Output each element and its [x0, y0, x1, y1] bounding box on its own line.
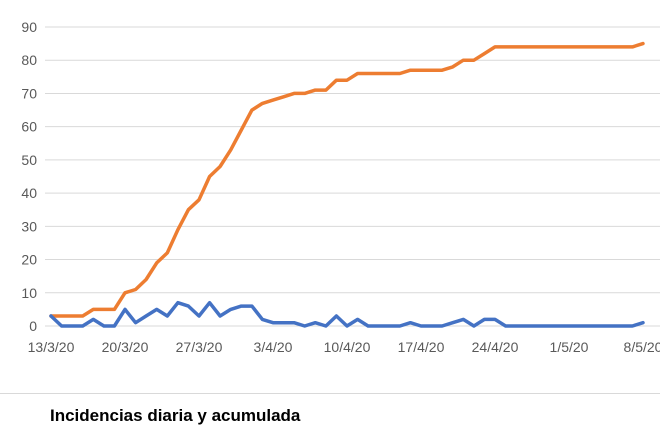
x-tick-label: 17/4/20 — [398, 339, 445, 355]
x-tick-label: 8/5/20 — [624, 339, 660, 355]
y-tick-label: 80 — [21, 52, 37, 68]
x-axis-ticks: 13/3/20 20/3/20 27/3/20 3/4/20 10/4/20 17/4/2… — [28, 339, 660, 355]
x-tick-label: 1/5/20 — [550, 339, 589, 355]
y-tick-label: 30 — [21, 218, 37, 234]
y-tick-label: 20 — [21, 252, 37, 268]
x-tick-label: 24/4/20 — [472, 339, 519, 355]
y-tick-label: 60 — [21, 119, 37, 135]
gridlines — [45, 26, 660, 327]
y-tick-label: 50 — [21, 152, 37, 168]
y-tick-label: 70 — [21, 85, 37, 101]
y-tick-label: 10 — [21, 285, 37, 301]
y-axis-ticks: 0 10 20 30 40 50 60 70 80 90 — [21, 19, 37, 334]
y-tick-label: 40 — [21, 185, 37, 201]
x-tick-label: 13/3/20 — [28, 339, 75, 355]
x-tick-label: 10/4/20 — [324, 339, 371, 355]
x-tick-label: 20/3/20 — [102, 339, 149, 355]
y-tick-label: 90 — [21, 19, 37, 35]
y-tick-label: 0 — [29, 318, 37, 334]
series-line-blue — [49, 300, 645, 328]
x-tick-label: 27/3/20 — [176, 339, 223, 355]
line-chart: 0 10 20 30 40 50 60 70 80 90 13/3/20 20/3/20 27/3/2… — [21, 19, 660, 355]
chart-caption: Incidencias diaria y acumulada — [50, 406, 301, 425]
x-tick-label: 3/4/20 — [254, 339, 293, 355]
divider — [0, 393, 660, 394]
series-line-orange — [49, 41, 645, 318]
series-lines — [49, 41, 645, 328]
